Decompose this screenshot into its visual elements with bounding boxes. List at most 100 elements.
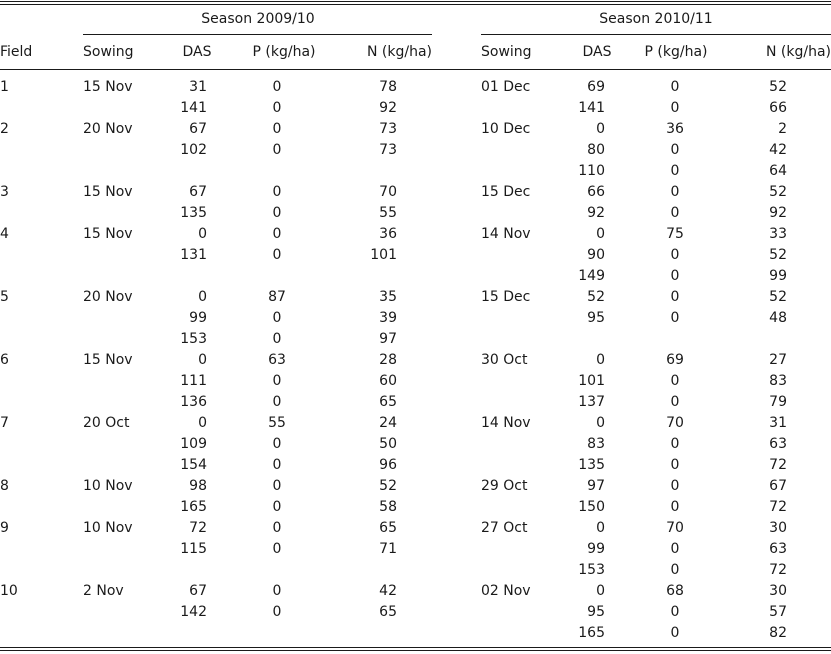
das-cell: 149	[578, 268, 605, 284]
p-cell: 0	[671, 625, 680, 641]
n-cell: 97	[379, 331, 397, 347]
das-cell: 0	[198, 352, 207, 368]
field-cell: 3	[0, 184, 9, 200]
p-cell: 70	[666, 415, 684, 431]
column-header: Sowing	[83, 44, 134, 60]
p-cell: 0	[671, 184, 680, 200]
n-cell: 78	[379, 79, 397, 95]
das-cell: 98	[189, 478, 207, 494]
das-cell: 141	[578, 100, 605, 116]
p-cell: 0	[671, 79, 680, 95]
n-cell: 30	[769, 520, 787, 536]
p-cell: 69	[666, 352, 684, 368]
column-header: P (kg/ha)	[645, 44, 708, 60]
n-cell: 73	[379, 142, 397, 158]
das-cell: 95	[587, 604, 605, 620]
p-cell: 0	[273, 79, 282, 95]
n-cell: 42	[769, 142, 787, 158]
p-cell: 0	[671, 457, 680, 473]
n-cell: 79	[769, 394, 787, 410]
sowing-cell: 20 Nov	[83, 289, 133, 305]
p-cell: 0	[273, 142, 282, 158]
p-cell: 75	[666, 226, 684, 242]
n-cell: 65	[379, 394, 397, 410]
p-cell: 0	[273, 121, 282, 137]
n-cell: 99	[769, 268, 787, 284]
das-cell: 150	[578, 499, 605, 515]
n-cell: 57	[769, 604, 787, 620]
field-cell: 5	[0, 289, 9, 305]
p-cell: 0	[273, 226, 282, 242]
p-cell: 0	[273, 310, 282, 326]
n-cell: 92	[769, 205, 787, 221]
sowing-cell: 30 Oct	[481, 352, 528, 368]
p-cell: 0	[273, 373, 282, 389]
n-cell: 50	[379, 436, 397, 452]
p-cell: 0	[273, 604, 282, 620]
column-header: N (kg/ha)	[766, 44, 831, 60]
sowing-cell: 14 Nov	[481, 226, 531, 242]
das-cell: 165	[180, 499, 207, 515]
n-cell: 92	[379, 100, 397, 116]
n-cell: 30	[769, 583, 787, 599]
das-cell: 72	[189, 520, 207, 536]
n-cell: 72	[769, 562, 787, 578]
n-cell: 35	[379, 289, 397, 305]
das-cell: 111	[180, 373, 207, 389]
das-cell: 142	[180, 604, 207, 620]
sowing-cell: 01 Dec	[481, 79, 530, 95]
field-cell: 2	[0, 121, 9, 137]
sowing-cell: 02 Nov	[481, 583, 531, 599]
p-cell: 0	[671, 604, 680, 620]
column-header: Field	[0, 44, 32, 60]
n-cell: 52	[769, 289, 787, 305]
n-cell: 24	[379, 415, 397, 431]
sowing-cell: 15 Dec	[481, 184, 530, 200]
field-cell: 10	[0, 583, 18, 599]
das-cell: 52	[587, 289, 605, 305]
p-cell: 87	[268, 289, 286, 305]
column-header: DAS	[183, 44, 212, 60]
column-header: DAS	[583, 44, 612, 60]
das-cell: 0	[198, 226, 207, 242]
das-cell: 0	[596, 583, 605, 599]
n-cell: 58	[379, 499, 397, 515]
p-cell: 0	[273, 499, 282, 515]
n-cell: 52	[379, 478, 397, 494]
p-cell: 0	[273, 541, 282, 557]
das-cell: 66	[587, 184, 605, 200]
das-cell: 83	[587, 436, 605, 452]
das-cell: 67	[189, 583, 207, 599]
n-cell: 60	[379, 373, 397, 389]
das-cell: 0	[198, 415, 207, 431]
sowing-cell: 14 Nov	[481, 415, 531, 431]
n-cell: 52	[769, 184, 787, 200]
p-cell: 0	[671, 310, 680, 326]
sowing-cell: 20 Nov	[83, 121, 133, 137]
das-cell: 95	[587, 310, 605, 326]
n-cell: 39	[379, 310, 397, 326]
das-cell: 80	[587, 142, 605, 158]
das-cell: 67	[189, 121, 207, 137]
sowing-cell: 15 Nov	[83, 226, 133, 242]
n-cell: 36	[379, 226, 397, 242]
p-cell: 0	[273, 184, 282, 200]
n-cell: 82	[769, 625, 787, 641]
das-cell: 90	[587, 247, 605, 263]
n-cell: 65	[379, 520, 397, 536]
sowing-cell: 10 Dec	[481, 121, 530, 137]
das-cell: 0	[198, 289, 207, 305]
das-cell: 135	[180, 205, 207, 221]
das-cell: 153	[578, 562, 605, 578]
n-cell: 66	[769, 100, 787, 116]
p-cell: 0	[671, 373, 680, 389]
das-cell: 153	[180, 331, 207, 347]
p-cell: 0	[671, 205, 680, 221]
sowing-cell: 10 Nov	[83, 520, 133, 536]
das-cell: 69	[587, 79, 605, 95]
das-cell: 102	[180, 142, 207, 158]
p-cell: 0	[273, 436, 282, 452]
sowing-cell: 20 Oct	[83, 415, 130, 431]
sowing-cell: 15 Nov	[83, 352, 133, 368]
